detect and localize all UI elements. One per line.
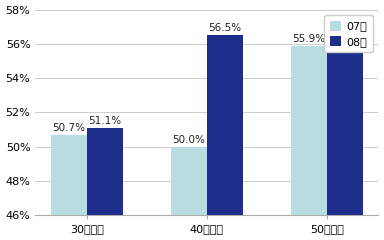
Bar — [171, 147, 207, 240]
Bar — [291, 46, 327, 240]
Text: 51.1%: 51.1% — [88, 116, 121, 126]
Text: 50.7%: 50.7% — [52, 123, 85, 133]
Text: 50.0%: 50.0% — [172, 135, 205, 145]
Text: 56.5%: 56.5% — [208, 23, 242, 33]
Text: 56.4%: 56.4% — [328, 25, 361, 35]
Bar — [87, 128, 123, 240]
Bar — [207, 35, 243, 240]
Legend: 07年, 08年: 07年, 08年 — [324, 15, 373, 52]
Bar — [51, 135, 87, 240]
Bar — [327, 37, 363, 240]
Text: 55.9%: 55.9% — [292, 34, 325, 43]
